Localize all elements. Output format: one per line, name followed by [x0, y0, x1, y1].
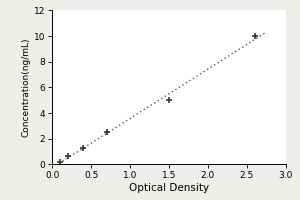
X-axis label: Optical Density: Optical Density [129, 183, 209, 193]
Y-axis label: Concentration(ng/mL): Concentration(ng/mL) [22, 38, 31, 137]
